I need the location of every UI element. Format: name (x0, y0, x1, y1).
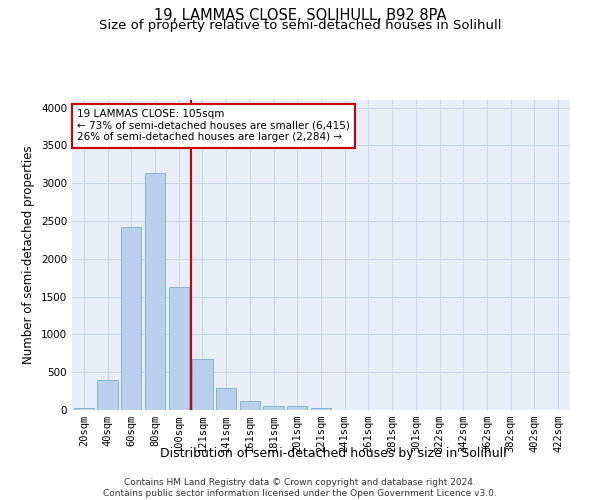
Bar (193, 360, 212, 410)
Bar (74, 408, 94, 410)
Text: 19, LAMMAS CLOSE, SOLIHULL, B92 8PA: 19, LAMMAS CLOSE, SOLIHULL, B92 8PA (154, 8, 446, 22)
Bar (240, 401, 260, 410)
Y-axis label: Number of semi-detached properties: Number of semi-detached properties (22, 146, 35, 364)
Text: 19 LAMMAS CLOSE: 105sqm
← 73% of semi-detached houses are smaller (6,415)
26% of: 19 LAMMAS CLOSE: 105sqm ← 73% of semi-de… (77, 110, 350, 142)
Bar (311, 408, 331, 410)
Bar (216, 388, 236, 410)
Bar (169, 287, 189, 410)
Bar (287, 406, 307, 410)
Bar (145, 174, 165, 410)
Text: Size of property relative to semi-detached houses in Solihull: Size of property relative to semi-detach… (99, 19, 501, 32)
Bar (263, 406, 284, 410)
Text: Distribution of semi-detached houses by size in Solihull: Distribution of semi-detached houses by … (160, 448, 506, 460)
Bar (121, 227, 142, 410)
Bar (97, 380, 118, 410)
Text: Contains HM Land Registry data © Crown copyright and database right 2024.
Contai: Contains HM Land Registry data © Crown c… (103, 478, 497, 498)
